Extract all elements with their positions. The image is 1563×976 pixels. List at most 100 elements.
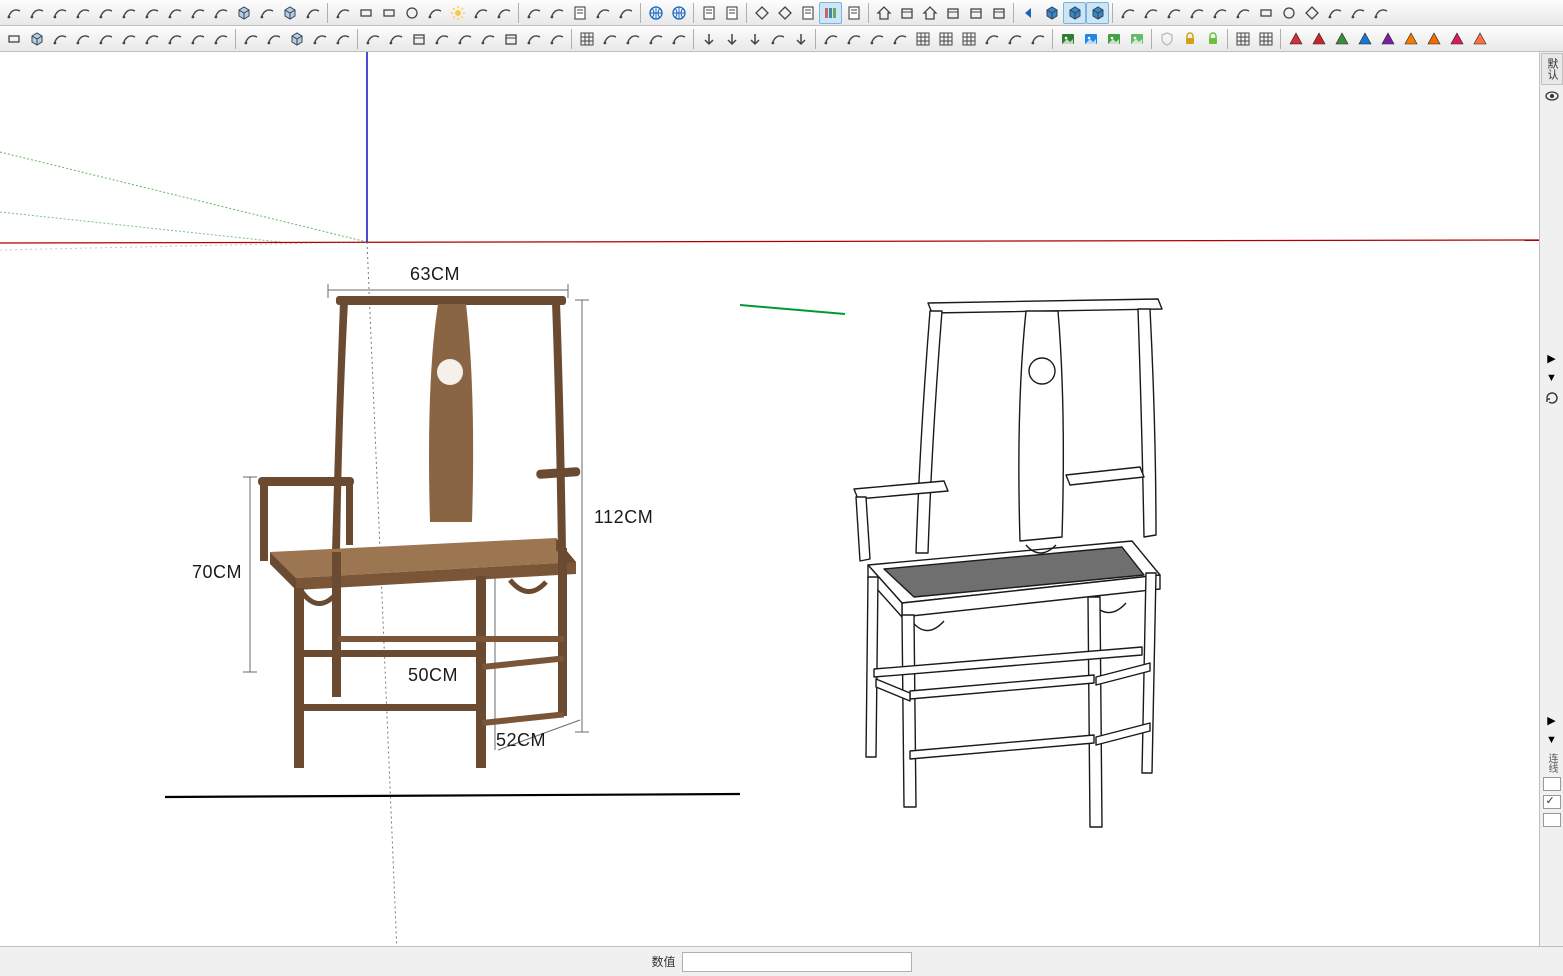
box-print-tool[interactable] [941, 2, 964, 24]
box-scene-tool[interactable] [964, 2, 987, 24]
sphere-tool[interactable] [522, 28, 545, 50]
zig-dot-tool[interactable] [1185, 2, 1208, 24]
checkbox-1[interactable] [1543, 777, 1561, 791]
pencil-tool[interactable] [239, 28, 262, 50]
ruler-horiz-tool[interactable] [25, 2, 48, 24]
pyr-red-tool[interactable] [1284, 28, 1307, 50]
arc-tool-tool[interactable] [140, 2, 163, 24]
layers-color-tool[interactable] [255, 2, 278, 24]
zig-angle-tool[interactable] [1162, 2, 1185, 24]
img-green-tool[interactable] [1056, 28, 1079, 50]
paper-white-tool[interactable] [697, 2, 720, 24]
pyr-orange-tool[interactable] [1399, 28, 1422, 50]
triangle-tool[interactable] [430, 28, 453, 50]
angle-in-tool[interactable] [361, 28, 384, 50]
pyr-purple-tool[interactable] [1376, 28, 1399, 50]
pyr-pink-tool[interactable] [1445, 28, 1468, 50]
redo-tool[interactable] [209, 28, 232, 50]
expand-right-icon[interactable]: ▶ [1542, 349, 1562, 367]
star-burst-tool[interactable] [423, 2, 446, 24]
bar-shadow-tool[interactable] [469, 2, 492, 24]
rect-strip-tool[interactable] [354, 2, 377, 24]
right-tab-default[interactable]: 默认 [1541, 53, 1563, 85]
shield-tool[interactable] [1155, 28, 1178, 50]
italic-cursor-tool[interactable] [591, 2, 614, 24]
img-blue-tool[interactable] [1079, 28, 1102, 50]
net-wire-tool[interactable] [545, 28, 568, 50]
dots-grid-tool[interactable] [545, 2, 568, 24]
zig-r-tool[interactable] [1139, 2, 1162, 24]
refresh-icon[interactable] [1542, 389, 1562, 407]
rect-tool-tool[interactable] [2, 28, 25, 50]
angle-out-tool[interactable] [384, 28, 407, 50]
move-rot-tool[interactable] [94, 28, 117, 50]
lock-grn-tool[interactable] [1201, 28, 1224, 50]
expand-down-icon-2[interactable]: ▼ [1542, 731, 1562, 749]
pyr-red2-tool[interactable] [1307, 28, 1330, 50]
zoom-tool[interactable] [163, 28, 186, 50]
grid-lines-tool[interactable] [911, 28, 934, 50]
curve-wave-tool[interactable] [1323, 2, 1346, 24]
house-wire-tool[interactable] [872, 2, 895, 24]
fill-edit-tool[interactable] [262, 28, 285, 50]
layer-a-tool[interactable] [819, 28, 842, 50]
cube-active-2-tool[interactable] [1086, 2, 1109, 24]
cube-active-1-tool[interactable] [1063, 2, 1086, 24]
grid-wide-tool[interactable] [1254, 28, 1277, 50]
scissor-tool[interactable] [71, 28, 94, 50]
slope-tool[interactable] [1003, 28, 1026, 50]
rhombus-gray-tool[interactable] [773, 2, 796, 24]
eraser-tool[interactable] [209, 2, 232, 24]
page-gray-tool[interactable] [842, 2, 865, 24]
grid-dense-tool[interactable] [957, 28, 980, 50]
pyr-blue-tool[interactable] [1353, 28, 1376, 50]
rhombus-tool[interactable] [750, 2, 773, 24]
cube-iso-tool[interactable] [25, 28, 48, 50]
layer-c-tool[interactable] [865, 28, 888, 50]
cube-solid-tool[interactable] [232, 2, 255, 24]
circle-o-tool[interactable] [1277, 2, 1300, 24]
link-curve-tool[interactable] [48, 2, 71, 24]
measurement-input[interactable] [682, 952, 912, 972]
slope-r-tool[interactable] [1026, 28, 1049, 50]
pyr-green-tool[interactable] [1330, 28, 1353, 50]
pyr-mix-tool[interactable] [1468, 28, 1491, 50]
page-tool[interactable] [796, 2, 819, 24]
box-proj-tool[interactable] [407, 28, 430, 50]
expand-right-icon-2[interactable]: ▶ [1542, 711, 1562, 729]
gear-blue-tool[interactable] [667, 28, 690, 50]
eye-icon[interactable] [1542, 87, 1562, 105]
grid-blue-tool[interactable] [934, 28, 957, 50]
cube-blue-tool[interactable] [1040, 2, 1063, 24]
lock-tool[interactable] [1178, 28, 1201, 50]
rotate-3d-tool[interactable] [308, 28, 331, 50]
wave-tool[interactable] [980, 28, 1003, 50]
paper-gray-tool[interactable] [720, 2, 743, 24]
path-l-tool[interactable] [1369, 2, 1392, 24]
viewport-3d[interactable]: 63CM 112CM 70CM 50CM 52CM [0, 52, 1539, 946]
grid-sm-tool[interactable] [1231, 28, 1254, 50]
brick-tool[interactable] [476, 28, 499, 50]
arrow-down-l-tool[interactable] [697, 28, 720, 50]
zig-tool[interactable] [1116, 2, 1139, 24]
img-leaf-tool[interactable] [1102, 28, 1125, 50]
layer-b-tool[interactable] [842, 28, 865, 50]
brush-tool[interactable] [453, 28, 476, 50]
orbit-tool[interactable] [117, 28, 140, 50]
expand-down-icon[interactable]: ▼ [1542, 369, 1562, 387]
curve-free-tool[interactable] [71, 2, 94, 24]
arc-top-tool[interactable] [117, 2, 140, 24]
column-3d-tool[interactable] [492, 2, 515, 24]
arc-center-tool[interactable] [163, 2, 186, 24]
cylinder-tool[interactable] [48, 28, 71, 50]
arrows-cross-tool[interactable] [789, 28, 812, 50]
box-layers-tool[interactable] [987, 2, 1010, 24]
checkbox-2[interactable]: ✓ [1543, 795, 1561, 809]
cube-edge-tool[interactable] [285, 28, 308, 50]
text-in-tool[interactable] [598, 28, 621, 50]
checkbox-3[interactable] [1543, 813, 1561, 827]
layers-tool[interactable] [186, 2, 209, 24]
img-grass-tool[interactable] [1125, 28, 1148, 50]
scissors-tool[interactable] [766, 28, 789, 50]
eyedropper-tool[interactable] [301, 2, 324, 24]
